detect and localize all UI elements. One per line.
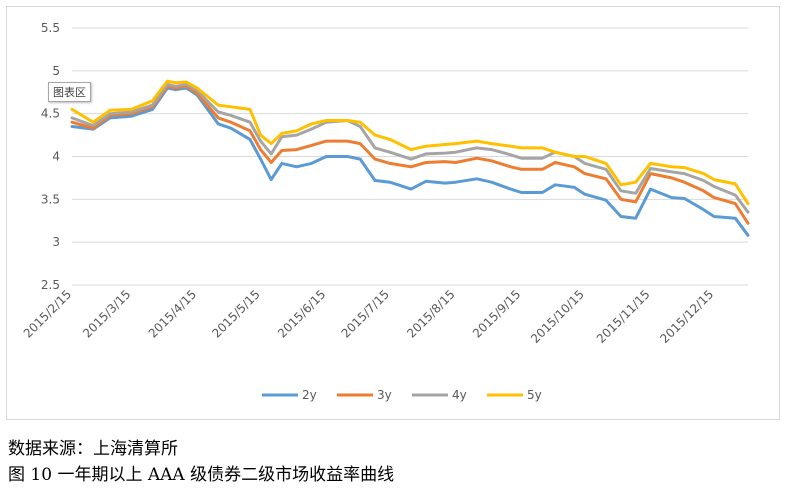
y-tick-label: 5.5 [41, 21, 60, 35]
y-tick-label: 3 [52, 235, 60, 249]
x-tick-label: 2015/12/15 [657, 287, 716, 346]
legend-label-2y: 2y [302, 388, 317, 402]
x-tick-label: 2015/3/15 [80, 287, 133, 340]
figure-caption: 图 10 一年期以上 AAA 级债券二级市场收益率曲线 [8, 465, 395, 485]
line-chart: 2.5 3 3.5 4 4.5 5 5.5 2015/2/15 2015/3/15 2015/4… [21, 21, 750, 402]
y-tick-label: 3.5 [41, 192, 60, 206]
x-tick-label: 2015/5/15 [209, 287, 262, 340]
x-tick-label: 2015/8/15 [404, 287, 457, 340]
x-tick-label: 2015/7/15 [339, 287, 392, 340]
x-tick-label: 2015/4/15 [146, 287, 199, 340]
series-lines [70, 79, 750, 237]
source-note: 数据来源：上海清算所 [8, 439, 178, 459]
y-axis-ticks: 2.5 3 3.5 4 4.5 5 5.5 [41, 21, 60, 292]
x-tick-label: 2015/11/15 [594, 287, 653, 346]
series-line-3y [70, 84, 750, 225]
y-tick-label: 5 [52, 64, 60, 78]
legend-label-3y: 3y [377, 388, 392, 402]
x-tick-label: 2015/2/15 [21, 287, 74, 340]
series-line-2y [70, 86, 750, 237]
series-line-4y [70, 83, 750, 214]
y-tick-label: 4.5 [41, 107, 60, 121]
chart-area-tooltip: 图表区 [48, 82, 91, 102]
legend: 2y 3y 4y 5y [262, 388, 542, 402]
gridlines [72, 27, 748, 286]
series-line-5y [70, 79, 750, 206]
legend-label-4y: 4y [452, 388, 467, 402]
x-tick-label: 2015/10/15 [528, 287, 587, 346]
x-tick-label: 2015/9/15 [470, 287, 523, 340]
x-axis-ticks: 2015/2/15 2015/3/15 2015/4/15 2015/5/15 2015… [21, 287, 717, 346]
y-tick-label: 4 [52, 150, 60, 164]
chart-area [6, 6, 780, 420]
x-tick-label: 2015/6/15 [275, 287, 328, 340]
y-tick-label: 2.5 [41, 278, 60, 292]
legend-label-5y: 5y [527, 388, 542, 402]
